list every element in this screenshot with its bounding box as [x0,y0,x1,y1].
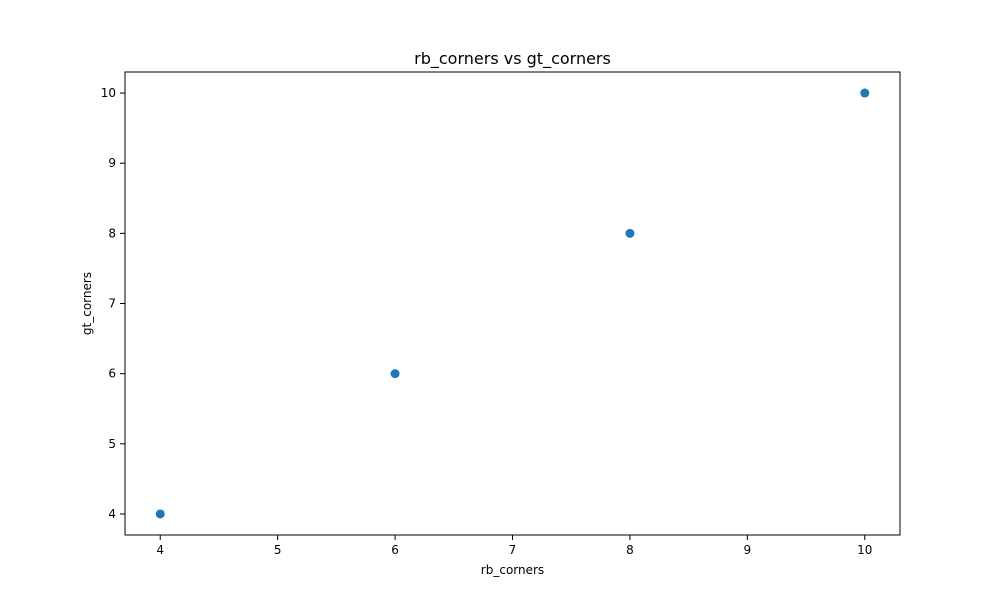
plot-frame [124,71,901,536]
data-point-0 [155,509,165,519]
x-tick-label-1: 5 [274,543,282,557]
data-point-1 [390,369,400,379]
x-tick-label-5: 9 [744,543,752,557]
x-tick-label-0: 4 [156,543,164,557]
data-point-2 [625,228,635,238]
y-tick-label-1: 5 [108,437,116,451]
x-tick-label-3: 7 [509,543,517,557]
y-tick-label-4: 8 [108,226,116,240]
y-tick-label-3: 7 [108,297,116,311]
chart-title: rb_corners vs gt_corners [414,49,611,69]
points-layer [155,88,870,519]
x-axis-label: rb_corners [481,563,544,577]
x-tick-label-6: 10 [857,543,872,557]
y-axis-ticks: 4 5 6 7 8 9 10 [101,86,125,521]
x-tick-label-4: 8 [626,543,634,557]
y-tick-label-5: 9 [108,156,116,170]
y-tick-label-0: 4 [108,507,116,521]
y-axis-label: gt_corners [80,272,94,335]
y-tick-label-2: 6 [108,367,116,381]
x-tick-label-2: 6 [391,543,399,557]
data-point-3 [860,88,870,98]
y-tick-label-6: 10 [101,86,116,100]
x-axis-ticks: 4 5 6 7 8 9 10 [156,535,872,557]
